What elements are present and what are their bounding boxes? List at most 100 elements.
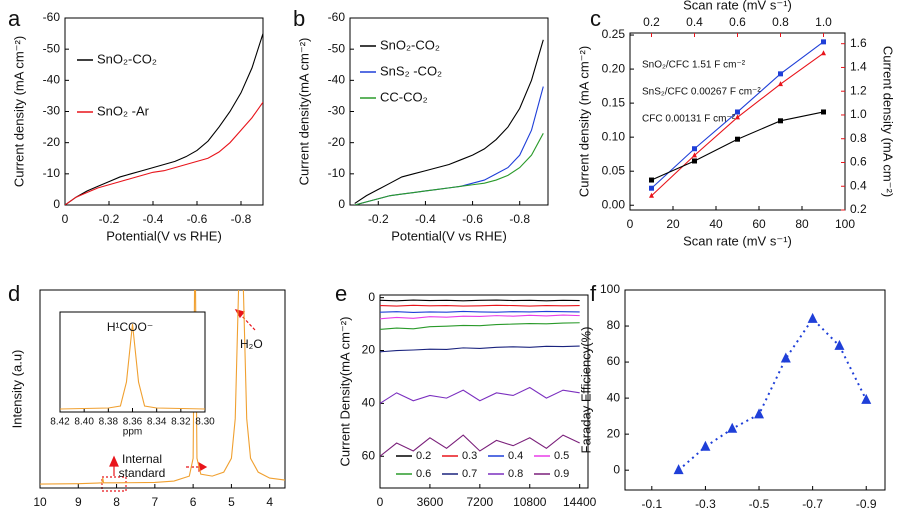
y-tick-label: 0.00 <box>602 197 626 211</box>
legend-label: 0.3 <box>462 450 477 462</box>
legend-label: 0.7 <box>462 468 477 480</box>
x2-tick-label: 0.4 <box>686 15 703 29</box>
y-tick-label: 40 <box>362 396 376 410</box>
x-axis-label: Potential(V vs RHE) <box>391 228 507 243</box>
x-tick-label: 20 <box>666 217 680 231</box>
marker <box>861 393 872 404</box>
marker <box>649 177 654 183</box>
panel-label: b <box>293 6 305 31</box>
x-tick-label: -0.3 <box>695 497 716 511</box>
marker <box>692 158 697 164</box>
y-tick-label: 80 <box>607 318 621 332</box>
panel: 10 9 8 7 6 5 4 d Intensity (a.u) H₂O Internal stand… <box>8 281 286 509</box>
dashed-box <box>101 476 127 492</box>
x-tick-label: 8 <box>113 495 120 509</box>
legend-label: SnS₂/CFC 0.00267 F cm⁻² <box>642 87 761 98</box>
x-tick-label: -0.8 <box>509 212 530 226</box>
panel-label: d <box>8 281 20 306</box>
marker <box>735 136 740 142</box>
marker <box>821 50 826 56</box>
panel-label: e <box>335 281 347 306</box>
y-tick-label: 0.15 <box>602 95 626 109</box>
x-tick-label: 8.42 <box>50 417 70 428</box>
x-tick-label: 60 <box>752 217 766 231</box>
y2-tick-label: 1.0 <box>850 107 867 121</box>
data-line <box>380 304 580 307</box>
y-tick-label: -20 <box>43 135 61 149</box>
data-line <box>380 434 580 457</box>
plot-frame <box>379 294 589 489</box>
data-line <box>380 314 580 320</box>
plot-frame <box>64 17 264 206</box>
x-tick-label: -0.5 <box>749 497 770 511</box>
marker <box>778 118 783 124</box>
x-tick-label: 8.32 <box>171 417 191 428</box>
legend-label: 0.6 <box>416 468 431 480</box>
x-tick-label: 0 <box>377 495 384 509</box>
x2-axis-label: Scan rate (mV s⁻¹) <box>683 0 792 12</box>
legend-label: SnO₂ -Ar <box>97 103 150 118</box>
panel-label: f <box>590 281 597 306</box>
marker <box>778 71 783 77</box>
legend-label: SnO₂-CO₂ <box>380 37 440 52</box>
y-tick-label: -60 <box>43 10 61 24</box>
y-tick-label: 0 <box>53 197 60 211</box>
marker <box>807 312 818 323</box>
x2-tick-label: 0.6 <box>729 15 746 29</box>
y-tick-label: 20 <box>607 426 621 440</box>
marker <box>754 408 765 419</box>
x-tick-label: 10800 <box>513 495 547 509</box>
y-tick-label: -50 <box>328 41 346 55</box>
plot-frame <box>39 289 286 489</box>
x-tick-label: 80 <box>795 217 809 231</box>
marker <box>673 464 684 475</box>
x-tick-label: 5 <box>228 495 235 509</box>
x-axis-label: ppm <box>123 427 142 438</box>
marker <box>821 109 826 115</box>
y-tick-label: -20 <box>328 135 346 149</box>
y-tick-label: 0.20 <box>602 61 626 75</box>
x-tick-label: -0.8 <box>231 212 252 226</box>
panel: -0.2 -0.4 -0.6 -0.8 0 -10 -20 -30 -40 -50 -60 b Pote… <box>293 6 549 243</box>
y-tick-label: 0 <box>338 197 345 211</box>
legend-label: CC-CO₂ <box>380 89 428 104</box>
data-line <box>380 310 580 314</box>
y-axis-label: Current density(mA cm⁻²) <box>296 38 311 186</box>
x-tick-label: 8.36 <box>123 417 143 428</box>
x-tick-label: -0.2 <box>368 212 389 226</box>
y-axis-label: Faraday Efficiency(%) <box>578 327 593 454</box>
x-tick-label: 6 <box>190 495 197 509</box>
y-tick-label: 60 <box>607 354 621 368</box>
x-tick-label: 0 <box>627 217 634 231</box>
legend-label: SnS₂ -CO₂ <box>380 63 442 78</box>
x-axis-label: Potential(V vs RHE) <box>106 228 222 243</box>
panel-label: a <box>8 6 21 31</box>
arrow-head <box>234 309 246 319</box>
x-tick-label: -0.4 <box>143 212 164 226</box>
data-line <box>380 386 580 404</box>
y-tick-label: -40 <box>43 73 61 87</box>
legend-label: 0.8 <box>508 468 523 480</box>
marker <box>649 192 654 198</box>
y-tick-label: -10 <box>328 166 346 180</box>
panel-label: c <box>590 6 601 31</box>
y2-axis-label: Current density (mA cm⁻²) <box>881 46 896 197</box>
y-axis-label: Current density (mA cm⁻²) <box>576 46 591 197</box>
plot-frame <box>624 289 886 491</box>
y-tick-label: -50 <box>43 41 61 55</box>
marker <box>727 422 738 433</box>
y-tick-label: 0.05 <box>602 163 626 177</box>
arrow <box>239 313 256 331</box>
data-line <box>65 33 263 205</box>
data-line <box>354 133 544 205</box>
marker <box>700 440 711 451</box>
y2-tick-label: 0.2 <box>850 202 867 216</box>
x-tick-label: 7 <box>152 495 159 509</box>
data-line <box>354 39 544 204</box>
x-tick-label: 3600 <box>417 495 444 509</box>
data-line <box>380 299 580 302</box>
marker <box>735 114 740 120</box>
panel: 0 3600 7200 10800 14400 0 20 40 60 e Current Densi… <box>335 281 597 509</box>
